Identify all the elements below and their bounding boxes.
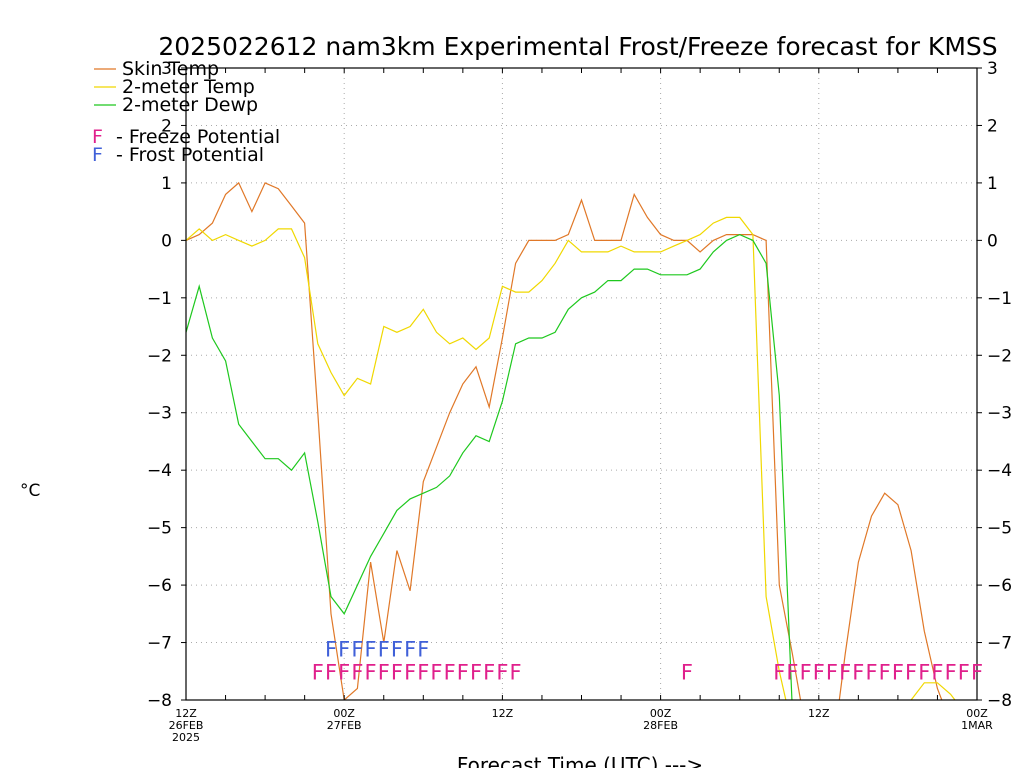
frost-flag: F: [338, 637, 350, 661]
freeze-flag: F: [905, 660, 917, 684]
y-tick-label-right: −4: [987, 461, 1012, 481]
y-tick-label-right: 2: [987, 116, 998, 136]
series-line-2-meter-dewp: [186, 233, 793, 700]
freeze-flag: F: [879, 660, 891, 684]
frost-flag: F: [365, 637, 377, 661]
freeze-flag: F: [945, 660, 957, 684]
data-series: [186, 181, 956, 700]
frost-flag: F: [391, 637, 403, 661]
freeze-flag: F: [971, 660, 983, 684]
y-tick-label-left: −8: [147, 691, 172, 711]
y-tick-label-left: −5: [147, 519, 172, 539]
frost-flag: F: [417, 637, 429, 661]
freeze-flag: F: [444, 660, 456, 684]
freeze-flag: F: [839, 660, 851, 684]
plot-frame: [185, 67, 978, 701]
y-tick-label-left: 3: [161, 59, 172, 79]
frost-flag: F: [404, 637, 416, 661]
series-line-2-meter-temp: [186, 216, 956, 700]
legend-label: Skin Temp: [122, 58, 219, 80]
legend-flag-symbol: F: [92, 144, 103, 166]
y-tick-label-right: −3: [987, 404, 1012, 424]
freeze-flag: F: [457, 660, 469, 684]
freeze-flag: F: [800, 660, 812, 684]
y-tick-label-left: 2: [161, 116, 172, 136]
y-tick-label-left: 1: [161, 174, 172, 194]
freeze-flag: F: [391, 660, 403, 684]
freeze-flag: F: [892, 660, 904, 684]
freeze-flag: F: [483, 660, 495, 684]
x-tick-label: 2025: [172, 731, 200, 744]
y-tick-label-right: −6: [987, 576, 1012, 596]
x-tick-label: 12Z: [492, 707, 514, 720]
legend-label: 2-meter Temp: [122, 76, 255, 98]
freeze-flag: F: [918, 660, 930, 684]
grid: [186, 68, 977, 700]
series-line-skin-temp: [186, 181, 943, 700]
freeze-flag: F: [338, 660, 350, 684]
y-tick-label-right: −8: [987, 691, 1012, 711]
freeze-flag: F: [510, 660, 522, 684]
x-tick-label: 12Z: [808, 707, 830, 720]
y-tick-label-left: −2: [147, 346, 172, 366]
freeze-flag: F: [365, 660, 377, 684]
x-tick-label: 28FEB: [643, 719, 678, 732]
freeze-flag: F: [470, 660, 482, 684]
x-tick-label: 1MAR: [961, 719, 993, 732]
potential-flags: F F F F F F F F F F F F F F F F F F F F F F F F F F F F F F F F FF F F F F F F…: [312, 637, 983, 684]
freeze-flag: F: [852, 660, 864, 684]
y-tick-label-right: −1: [987, 289, 1012, 309]
frost-flag: F: [378, 637, 390, 661]
frost-flag: F: [351, 637, 363, 661]
y-tick-label-left: 0: [161, 231, 172, 251]
y-tick-label-right: 0: [987, 231, 998, 251]
freeze-flag: F: [681, 660, 693, 684]
frost-flag: F: [325, 637, 337, 661]
freeze-flag: F: [404, 660, 416, 684]
freeze-flag: F: [958, 660, 970, 684]
x-tick-label: 00Z: [966, 707, 988, 720]
freeze-flag: F: [378, 660, 390, 684]
y-tick-label-right: 1: [987, 174, 998, 194]
legend-flag-symbol: F: [92, 126, 103, 148]
freeze-flag: F: [417, 660, 429, 684]
freeze-flag: F: [931, 660, 943, 684]
freeze-flag: F: [773, 660, 785, 684]
x-tick-label: 12Z: [175, 707, 197, 720]
y-tick-label-left: −7: [147, 634, 172, 654]
y-tick-label-left: −6: [147, 576, 172, 596]
legend-label: 2-meter Dewp: [122, 94, 258, 116]
x-axis-label: Forecast Time (UTC) --->: [457, 753, 703, 768]
freeze-flag: F: [786, 660, 798, 684]
chart-title: 2025022612 nam3km Experimental Frost/Fre…: [158, 32, 997, 61]
freeze-flag: F: [351, 660, 363, 684]
y-axis-label: °C: [20, 481, 40, 501]
legend-flag-label: - Frost Potential: [116, 144, 264, 166]
x-tick-label: 26FEB: [169, 719, 204, 732]
x-tick-label: 00Z: [333, 707, 355, 720]
freeze-flag: F: [826, 660, 838, 684]
freeze-flag: F: [312, 660, 324, 684]
freeze-flag: F: [865, 660, 877, 684]
x-tick-label: 27FEB: [327, 719, 362, 732]
legend-flag-label: - Freeze Potential: [116, 126, 280, 148]
y-tick-label-left: −1: [147, 289, 172, 309]
freeze-flag: F: [813, 660, 825, 684]
freeze-flag: F: [430, 660, 442, 684]
y-tick-label-left: −4: [147, 461, 172, 481]
y-tick-label-left: −3: [147, 404, 172, 424]
y-tick-label-right: −5: [987, 519, 1012, 539]
freeze-flag: F: [496, 660, 508, 684]
y-tick-label-right: −2: [987, 346, 1012, 366]
y-tick-label-right: −7: [987, 634, 1012, 654]
x-tick-label: 00Z: [650, 707, 672, 720]
y-axis: −8 −8 −7 −7 −6 −6 −5 −5 −4 −4 −3 −3 −2 −2 −1 −1 0 0 1 1 2 2 3 3: [147, 59, 1012, 711]
y-tick-label-right: 3: [987, 59, 998, 79]
freeze-flag: F: [325, 660, 337, 684]
